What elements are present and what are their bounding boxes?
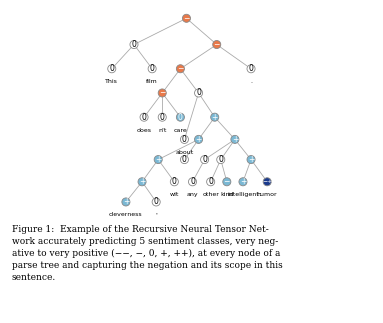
Circle shape [140, 113, 148, 121]
Text: 0: 0 [182, 155, 187, 164]
Circle shape [180, 135, 188, 143]
Circle shape [176, 113, 185, 121]
Text: +: + [211, 113, 218, 122]
Circle shape [239, 178, 247, 186]
Circle shape [170, 178, 178, 186]
Text: 0: 0 [172, 177, 177, 186]
Circle shape [148, 65, 156, 73]
Text: −: − [183, 14, 190, 23]
Text: 0: 0 [131, 40, 136, 49]
Text: cleverness: cleverness [109, 213, 143, 217]
Text: 0: 0 [109, 64, 114, 73]
Text: n't: n't [158, 128, 167, 133]
Text: +: + [139, 177, 145, 186]
Text: film: film [146, 79, 158, 84]
Text: This: This [105, 79, 118, 84]
Circle shape [247, 65, 255, 73]
Circle shape [138, 178, 146, 186]
Text: humor: humor [257, 192, 278, 197]
Text: +: + [155, 155, 161, 164]
Circle shape [152, 198, 160, 206]
Text: 0: 0 [178, 113, 183, 122]
Text: 0: 0 [202, 155, 207, 164]
Text: 0: 0 [249, 64, 254, 73]
Text: 0: 0 [154, 197, 159, 206]
Text: 0: 0 [218, 155, 223, 164]
Text: −: − [224, 177, 230, 186]
Text: +: + [232, 135, 238, 144]
Circle shape [263, 178, 271, 186]
Circle shape [188, 178, 196, 186]
Circle shape [180, 156, 188, 164]
Text: 0: 0 [150, 64, 155, 73]
Circle shape [201, 156, 209, 164]
Text: +: + [240, 177, 246, 186]
Text: −: − [159, 89, 165, 98]
Text: does: does [137, 128, 152, 133]
Text: 0: 0 [190, 177, 195, 186]
Text: intelligent: intelligent [227, 192, 259, 197]
Circle shape [211, 113, 219, 121]
Text: other: other [202, 192, 219, 197]
Circle shape [195, 135, 203, 143]
Circle shape [195, 89, 203, 97]
Circle shape [122, 198, 130, 206]
Text: .: . [250, 79, 252, 84]
Circle shape [158, 89, 166, 97]
Circle shape [154, 156, 162, 164]
Text: −: − [177, 64, 183, 73]
Circle shape [217, 156, 225, 164]
Circle shape [231, 135, 239, 143]
Circle shape [247, 156, 255, 164]
Text: Figure 1:  Example of the Recursive Neural Tensor Net-
work accurately predictin: Figure 1: Example of the Recursive Neura… [11, 225, 282, 282]
Text: 0: 0 [142, 113, 147, 122]
Text: 0: 0 [182, 135, 187, 144]
Text: any: any [187, 192, 198, 197]
Circle shape [108, 65, 116, 73]
Circle shape [176, 65, 185, 73]
Text: 0: 0 [196, 89, 201, 98]
Text: about: about [175, 150, 193, 155]
Circle shape [213, 40, 221, 48]
Text: −: − [214, 40, 220, 49]
Text: ': ' [155, 213, 157, 217]
Circle shape [223, 178, 231, 186]
Circle shape [130, 40, 138, 48]
Circle shape [158, 113, 166, 121]
Text: kind: kind [220, 192, 234, 197]
Text: +: + [195, 135, 202, 144]
Text: +: + [248, 155, 254, 164]
Circle shape [182, 14, 190, 22]
Text: +: + [123, 197, 129, 206]
Text: 0: 0 [208, 177, 213, 186]
Text: care: care [173, 128, 187, 133]
Text: wit: wit [170, 192, 179, 197]
Text: −+: −+ [262, 179, 272, 184]
Text: 0: 0 [160, 113, 165, 122]
Circle shape [207, 178, 215, 186]
